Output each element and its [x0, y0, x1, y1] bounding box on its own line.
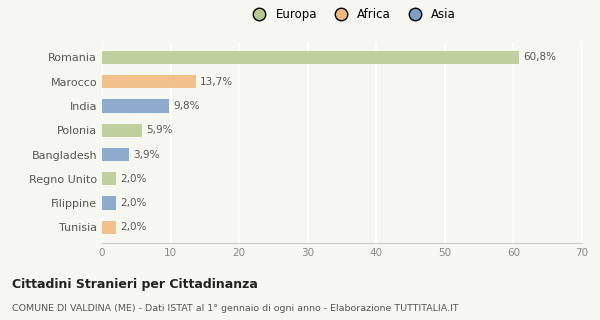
Text: 2,0%: 2,0% — [120, 222, 146, 232]
Text: 60,8%: 60,8% — [523, 52, 556, 62]
Bar — [102, 75, 196, 88]
Bar — [102, 99, 169, 113]
Text: 2,0%: 2,0% — [120, 174, 146, 184]
Text: 13,7%: 13,7% — [200, 77, 233, 87]
Bar — [102, 51, 519, 64]
Text: 3,9%: 3,9% — [133, 149, 160, 160]
Bar — [102, 221, 116, 234]
Legend: Europa, Africa, Asia: Europa, Africa, Asia — [242, 3, 461, 26]
Bar — [102, 172, 116, 186]
Bar — [102, 196, 116, 210]
Text: 2,0%: 2,0% — [120, 198, 146, 208]
Bar — [102, 124, 142, 137]
Text: 9,8%: 9,8% — [173, 101, 200, 111]
Text: Cittadini Stranieri per Cittadinanza: Cittadini Stranieri per Cittadinanza — [12, 278, 258, 292]
Text: 5,9%: 5,9% — [146, 125, 173, 135]
Text: COMUNE DI VALDINA (ME) - Dati ISTAT al 1° gennaio di ogni anno - Elaborazione TU: COMUNE DI VALDINA (ME) - Dati ISTAT al 1… — [12, 304, 458, 313]
Bar — [102, 148, 129, 161]
